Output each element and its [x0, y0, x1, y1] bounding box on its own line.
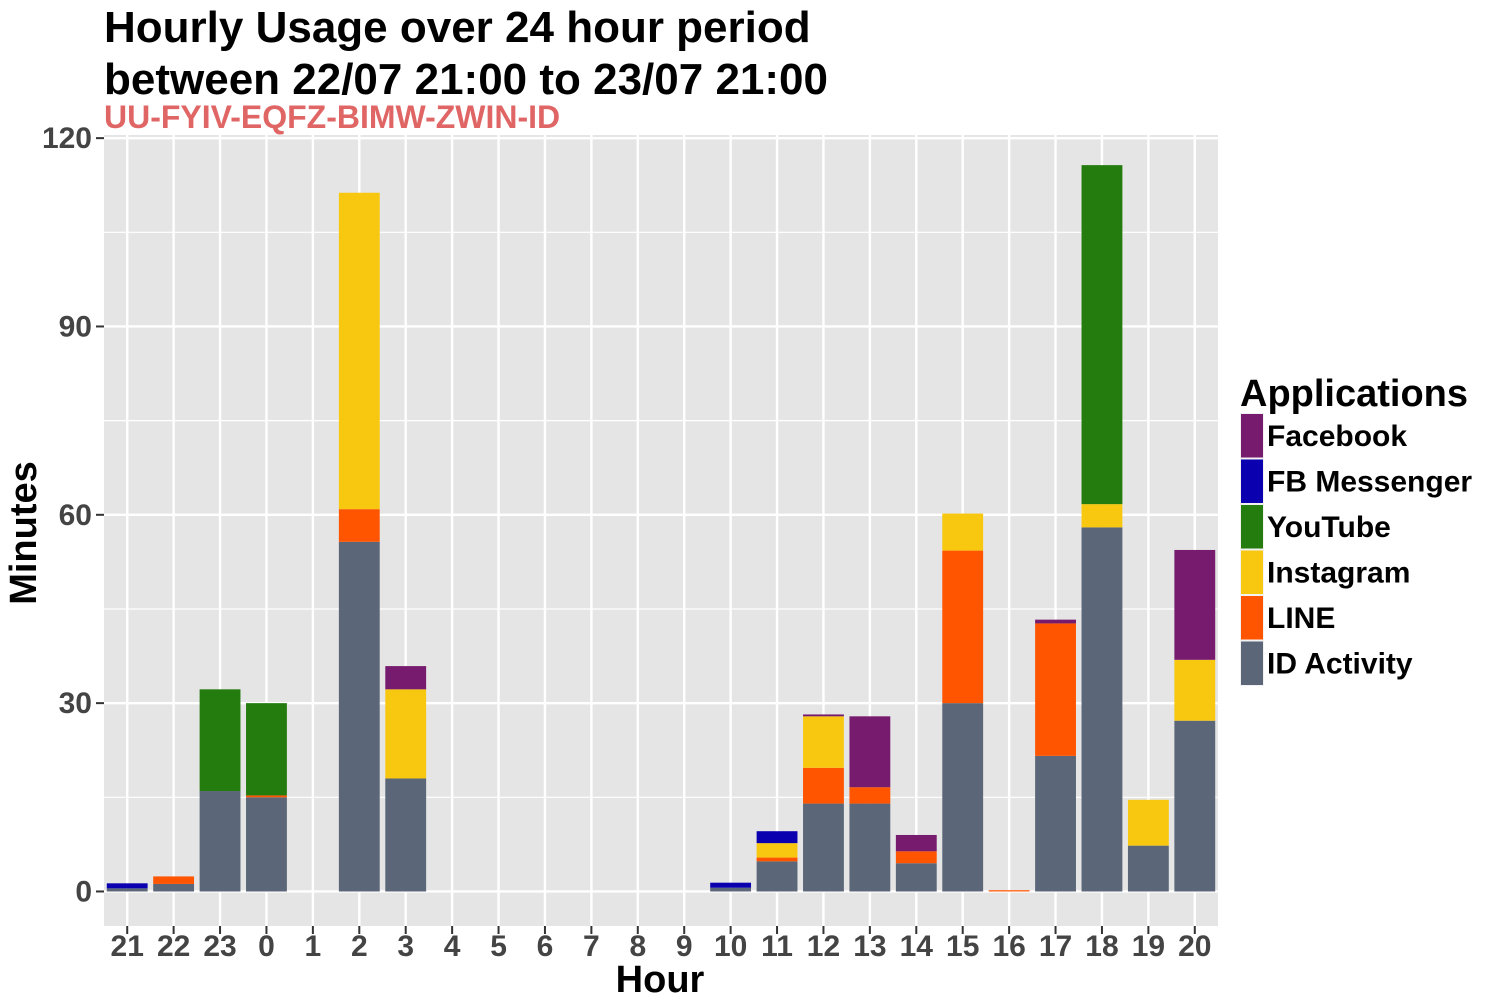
legend-label-facebook: Facebook — [1267, 420, 1407, 453]
x-tick-label: 21 — [111, 930, 144, 963]
bar-instagram-3 — [385, 689, 427, 779]
legend-label-id-activity: ID Activity — [1267, 648, 1413, 681]
bar-id-activity-14 — [895, 863, 937, 892]
bar-line-0 — [246, 795, 287, 798]
legend-swatch-instagram — [1241, 550, 1263, 594]
bar-line-16 — [988, 890, 1030, 892]
bar-line-14 — [895, 851, 937, 864]
y-tick-label: 90 — [59, 310, 92, 343]
x-tick-label: 3 — [397, 930, 414, 963]
bar-facebook-3 — [385, 666, 427, 690]
x-tick-label: 12 — [807, 930, 840, 963]
legend: Facebook FB Messenger YouTube Instagram LINE… — [1240, 413, 1472, 686]
x-tick-label: 6 — [537, 930, 554, 963]
x-tick-label: 2 — [351, 930, 368, 963]
y-tick-label: 30 — [59, 687, 92, 720]
y-tick-label: 0 — [75, 875, 92, 908]
legend-title: Applications — [1240, 373, 1468, 415]
bar-id-activity-21 — [106, 888, 148, 892]
bar-fb-messenger-21 — [106, 883, 148, 889]
y-axis-label: Minutes — [3, 461, 45, 605]
x-tick-label: 5 — [490, 930, 507, 963]
x-tick-label: 15 — [946, 930, 979, 963]
bar-id-activity-19 — [1127, 845, 1169, 892]
x-tick-label: 7 — [583, 930, 600, 963]
bar-line-11 — [756, 857, 798, 862]
bar-id-activity-2 — [338, 541, 380, 892]
bar-id-activity-23 — [199, 791, 241, 892]
plot-panel — [104, 135, 1218, 926]
bar-id-activity-18 — [1081, 527, 1123, 892]
bar-instagram-20 — [1174, 659, 1216, 721]
x-tick-label: 14 — [900, 930, 934, 963]
legend-label-line: LINE — [1267, 602, 1335, 635]
x-tick-label: 19 — [1132, 930, 1165, 963]
bar-line-15 — [942, 550, 984, 704]
chart-title-line-2: between 22/07 21:00 to 23/07 21:00 — [104, 55, 828, 104]
x-tick-label: 4 — [444, 930, 461, 963]
bar-instagram-15 — [942, 513, 984, 551]
legend-label-youtube: YouTube — [1267, 511, 1391, 544]
bar-facebook-17 — [1035, 619, 1076, 624]
x-tick-label: 10 — [714, 930, 747, 963]
legend-label-instagram: Instagram — [1267, 557, 1410, 590]
bar-id-activity-12 — [803, 803, 844, 892]
x-tick-label: 18 — [1085, 930, 1118, 963]
legend-swatch-youtube — [1241, 505, 1263, 549]
bar-id-activity-22 — [153, 883, 195, 892]
bar-id-activity-11 — [756, 861, 798, 892]
x-tick-label: 11 — [761, 930, 793, 963]
bar-line-17 — [1035, 623, 1076, 756]
y-tick-label: 60 — [59, 499, 92, 532]
bar-facebook-12 — [803, 714, 844, 717]
bar-id-activity-17 — [1035, 755, 1076, 892]
bar-fb-messenger-11 — [756, 831, 798, 844]
bar-instagram-18 — [1081, 504, 1123, 528]
bar-line-2 — [338, 509, 380, 542]
bar-facebook-14 — [895, 834, 937, 852]
x-tick-label: 23 — [203, 930, 236, 963]
bar-id-activity-13 — [849, 803, 891, 892]
x-tick-label: 17 — [1039, 930, 1072, 963]
bar-fb-messenger-10 — [710, 882, 752, 888]
bar-line-12 — [803, 767, 844, 804]
x-tick-label: 0 — [258, 930, 275, 963]
bar-instagram-11 — [756, 843, 798, 858]
legend-swatch-fb-messenger — [1241, 459, 1263, 503]
bar-id-activity-15 — [942, 703, 984, 892]
x-tick-label: 8 — [629, 930, 646, 963]
legend-swatch-facebook — [1241, 414, 1263, 458]
legend-swatch-id-activity — [1241, 641, 1263, 685]
bar-instagram-12 — [803, 716, 844, 768]
bar-id-activity-3 — [385, 778, 427, 892]
bar-instagram-2 — [338, 192, 380, 510]
bar-id-activity-10 — [710, 887, 752, 892]
bar-id-activity-20 — [1174, 720, 1216, 892]
bar-youtube-18 — [1081, 165, 1123, 505]
x-tick-label: 9 — [676, 930, 693, 963]
bar-line-22 — [153, 876, 195, 884]
x-tick-label: 22 — [157, 930, 190, 963]
y-axis-ticks: 0 30 60 90 120 — [42, 122, 104, 908]
bar-facebook-20 — [1174, 549, 1216, 660]
bar-facebook-13 — [849, 716, 891, 788]
x-axis-ticks: 21 22 23 0 1 2 3 4 5 6 7 8 9 10 11 12 13 14 15 16 17 18 19 20 — [111, 926, 1211, 963]
legend-label-fb-messenger: FB Messenger — [1267, 466, 1472, 499]
x-tick-label: 13 — [853, 930, 886, 963]
chart-subtitle: UU-FYIV-EQFZ-BIMW-ZWIN-ID — [104, 99, 560, 135]
bar-instagram-19 — [1127, 799, 1169, 846]
bar-line-13 — [849, 787, 891, 804]
x-tick-label: 20 — [1178, 930, 1211, 963]
bar-youtube-23 — [199, 689, 241, 792]
y-tick-label: 120 — [42, 122, 92, 155]
bar-youtube-0 — [246, 703, 287, 796]
legend-swatch-line — [1241, 596, 1263, 640]
x-axis-label: Hour — [616, 959, 705, 1000]
x-tick-label: 1 — [305, 930, 322, 963]
x-tick-label: 16 — [992, 930, 1025, 963]
bars — [106, 165, 1216, 892]
chart-title-line-1: Hourly Usage over 24 hour period — [104, 3, 811, 52]
bar-id-activity-0 — [246, 797, 287, 892]
